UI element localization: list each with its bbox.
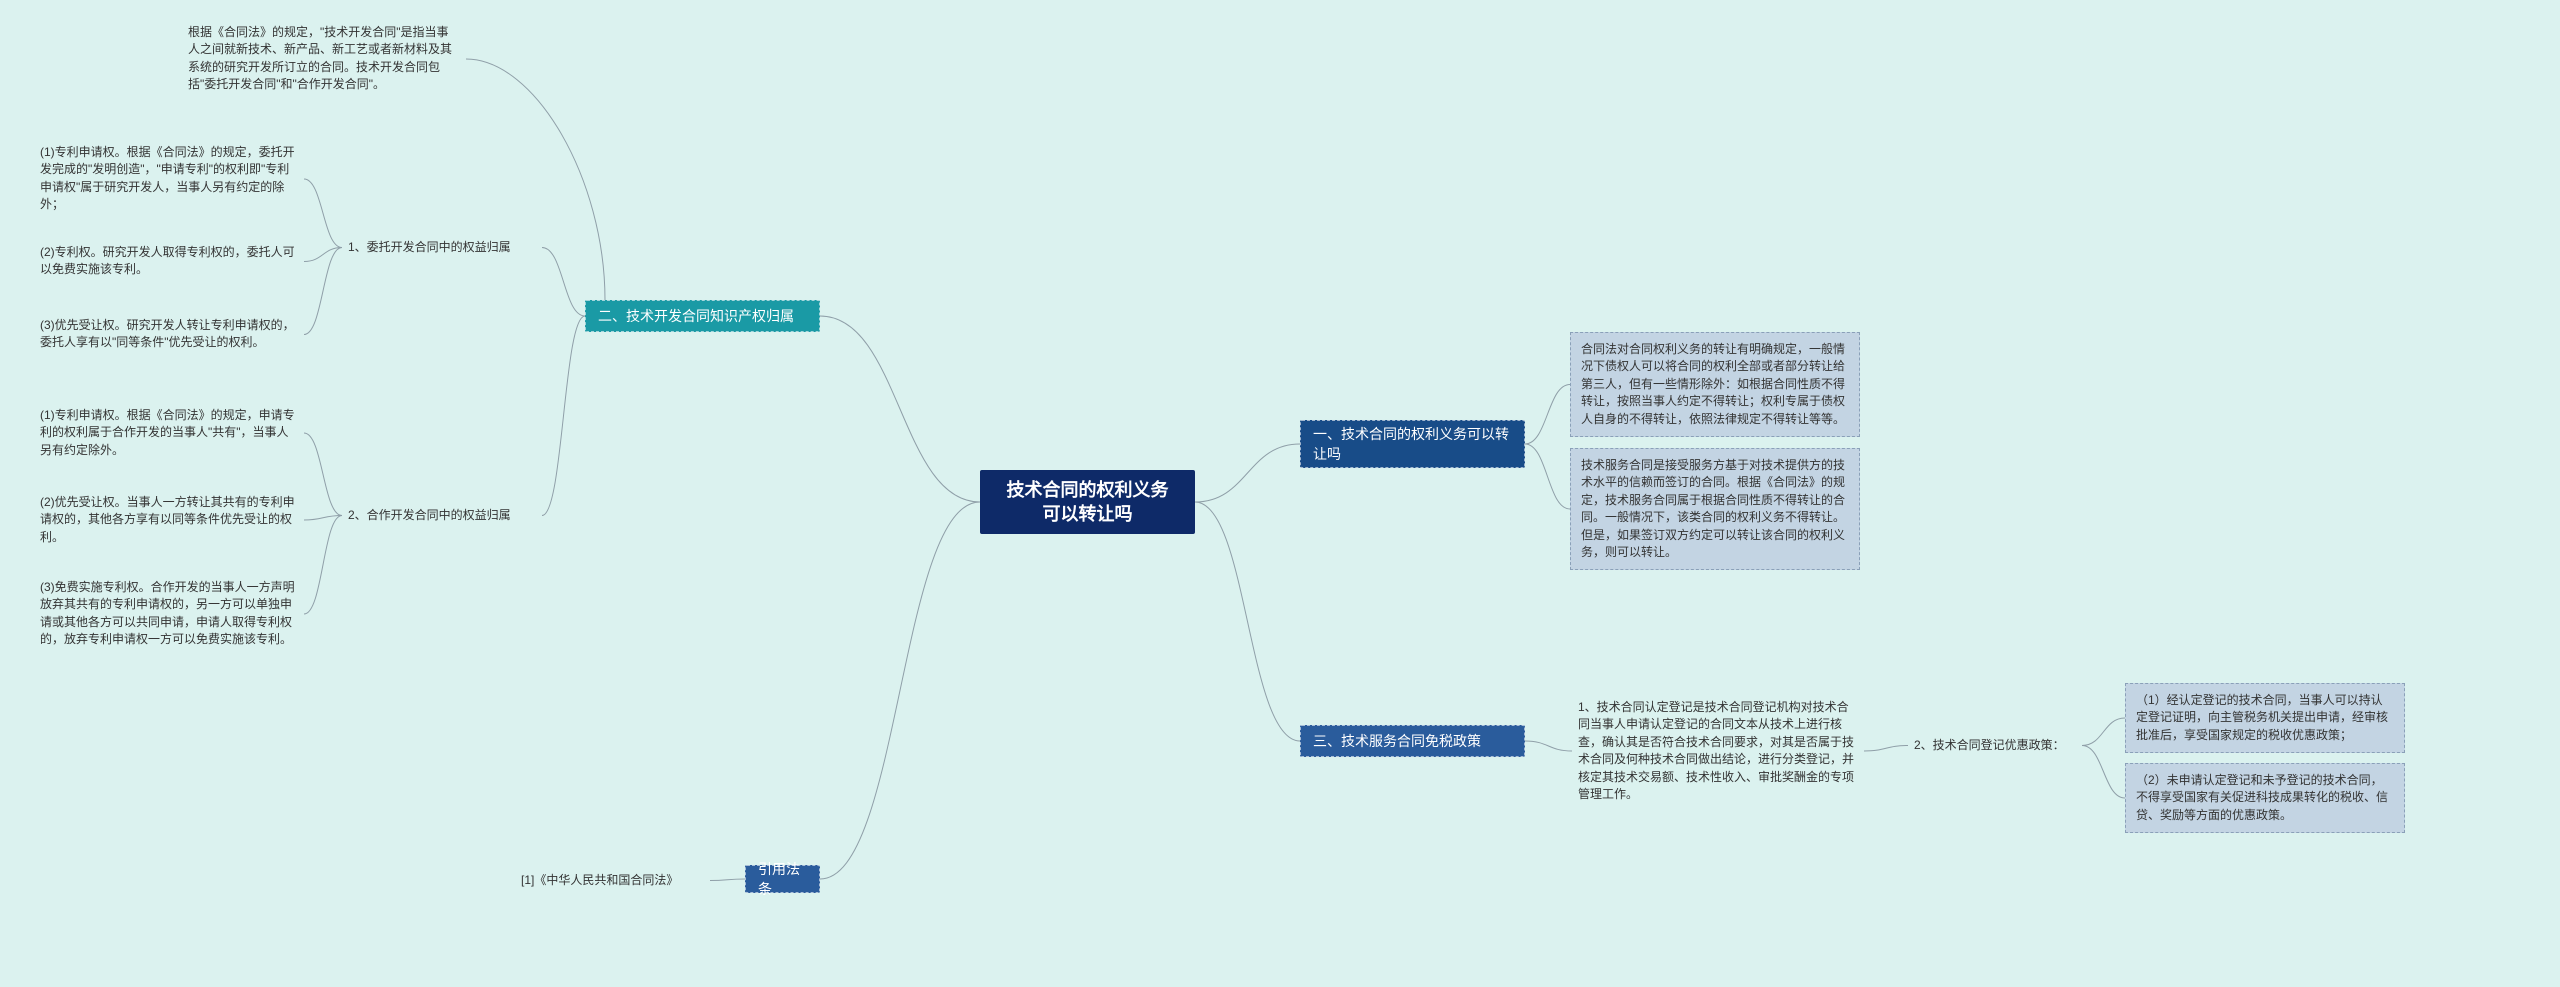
node-b2_s2_l1: (1)专利申请权。根据《合同法》的规定，申请专利的权利属于合作开发的当事人"共有… <box>34 403 304 463</box>
link-layer <box>0 0 2560 987</box>
node-text: 技术合同的权利义务可以转让吗 <box>999 478 1176 527</box>
node-b2_s2: 2、合作开发合同中的权益归属 <box>342 503 542 528</box>
link-b2_s2-b2_s2_l1 <box>304 433 342 516</box>
mindmap-canvas: 技术合同的权利义务可以转让吗 一、技术合同的权利义务可以转让吗 合同法对合同权利义务… <box>0 0 2560 987</box>
node-root: 技术合同的权利义务可以转让吗 <box>980 470 1195 534</box>
node-text: (3)免费实施专利权。合作开发的当事人一方声明放弃其共有的专利申请权的，另一方可… <box>40 579 298 649</box>
node-text: (3)优先受让权。研究开发人转让专利申请权的，委托人享有以"同等条件"优先受让的… <box>40 317 298 352</box>
node-b3_s2: 2、技术合同登记优惠政策： <box>1908 733 2082 758</box>
node-b2_s1_l1: (1)专利申请权。根据《合同法》的规定，委托开发完成的"发明创造"，"申请专利"… <box>34 140 304 218</box>
node-b4: 引用法条 <box>745 865 820 893</box>
node-b3: 三、技术服务合同免税政策 <box>1300 725 1525 757</box>
link-b1-b1_l2 <box>1525 444 1570 509</box>
link-b2_s1-b2_s1_l1 <box>304 179 342 248</box>
node-text: 二、技术开发合同知识产权归属 <box>598 306 794 326</box>
link-b2-b2_s2 <box>542 316 585 516</box>
link-b3_s2-b3_s2_l1 <box>2082 718 2125 746</box>
node-text: 三、技术服务合同免税政策 <box>1313 731 1481 751</box>
node-b2_s1_l2: (2)专利权。研究开发人取得专利权的，委托人可以免费实施该专利。 <box>34 240 304 283</box>
link-b4-b4_l1 <box>710 879 745 881</box>
node-text: 根据《合同法》的规定，"技术开发合同"是指当事人之间就新技术、新产品、新工艺或者… <box>188 24 460 94</box>
node-b2_s1: 1、委托开发合同中的权益归属 <box>342 235 542 260</box>
node-text: 2、合作开发合同中的权益归属 <box>348 507 511 524</box>
node-text: [1]《中华人民共和国合同法》 <box>521 872 678 889</box>
node-b4_l1: [1]《中华人民共和国合同法》 <box>515 868 710 893</box>
node-text: （2）未申请认定登记和未予登记的技术合同，不得享受国家有关促进科技成果转化的税收… <box>2136 772 2394 824</box>
link-b1-b1_l1 <box>1525 385 1570 445</box>
link-b3_s2-b3_s2_l2 <box>2082 746 2125 799</box>
link-b2-b2_s1 <box>542 248 585 317</box>
node-text: (1)专利申请权。根据《合同法》的规定，申请专利的权利属于合作开发的当事人"共有… <box>40 407 298 459</box>
link-root-b4 <box>820 502 980 879</box>
link-b2_s2-b2_s2_l2 <box>304 516 342 521</box>
node-b1: 一、技术合同的权利义务可以转让吗 <box>1300 420 1525 468</box>
node-b2_s1_l3: (3)优先受让权。研究开发人转让专利申请权的，委托人享有以"同等条件"优先受让的… <box>34 313 304 356</box>
node-b2_s2_l3: (3)免费实施专利权。合作开发的当事人一方声明放弃其共有的专利申请权的，另一方可… <box>34 575 304 653</box>
node-text: 1、技术合同认定登记是技术合同登记机构对技术合同当事人申请认定登记的合同文本从技… <box>1578 699 1858 803</box>
node-b2_s2_l2: (2)优先受让权。当事人一方转让其共有的专利申请权的，其他各方享有以同等条件优先… <box>34 490 304 550</box>
node-text: 引用法条 <box>758 859 807 899</box>
node-text: 一、技术合同的权利义务可以转让吗 <box>1313 424 1512 464</box>
link-b2_s2-b2_s2_l3 <box>304 516 342 615</box>
link-b2_s1-b2_s1_l2 <box>304 248 342 262</box>
node-text: （1）经认定登记的技术合同，当事人可以持认定登记证明，向主管税务机关提出申请，经… <box>2136 692 2394 744</box>
node-text: 2、技术合同登记优惠政策： <box>1914 737 2065 754</box>
node-b3_s1: 1、技术合同认定登记是技术合同登记机构对技术合同当事人申请认定登记的合同文本从技… <box>1572 695 1864 807</box>
node-b3_s2_l1: （1）经认定登记的技术合同，当事人可以持认定登记证明，向主管税务机关提出申请，经… <box>2125 683 2405 753</box>
link-root-b3 <box>1195 502 1300 741</box>
link-root-b2 <box>820 316 980 502</box>
node-text: 合同法对合同权利义务的转让有明确规定，一般情况下债权人可以将合同的权利全部或者部… <box>1581 341 1849 428</box>
link-b3-b3_s2 <box>1864 746 1908 752</box>
node-text: (1)专利申请权。根据《合同法》的规定，委托开发完成的"发明创造"，"申请专利"… <box>40 144 298 214</box>
node-text: 1、委托开发合同中的权益归属 <box>348 239 511 256</box>
node-text: (2)优先受让权。当事人一方转让其共有的专利申请权的，其他各方享有以同等条件优先… <box>40 494 298 546</box>
link-b2-b2_intro <box>466 59 605 300</box>
node-b2: 二、技术开发合同知识产权归属 <box>585 300 820 332</box>
node-b1_l1: 合同法对合同权利义务的转让有明确规定，一般情况下债权人可以将合同的权利全部或者部… <box>1570 332 1860 437</box>
link-root-b1 <box>1195 444 1300 502</box>
node-b1_l2: 技术服务合同是接受服务方基于对技术提供方的技术水平的信赖而签订的合同。根据《合同… <box>1570 448 1860 570</box>
node-b2_intro: 根据《合同法》的规定，"技术开发合同"是指当事人之间就新技术、新产品、新工艺或者… <box>182 20 466 98</box>
node-b3_s2_l2: （2）未申请认定登记和未予登记的技术合同，不得享受国家有关促进科技成果转化的税收… <box>2125 763 2405 833</box>
node-text: 技术服务合同是接受服务方基于对技术提供方的技术水平的信赖而签订的合同。根据《合同… <box>1581 457 1849 561</box>
node-text: (2)专利权。研究开发人取得专利权的，委托人可以免费实施该专利。 <box>40 244 298 279</box>
link-b2_s1-b2_s1_l3 <box>304 248 342 335</box>
link-b3-b3_s1 <box>1525 741 1572 751</box>
